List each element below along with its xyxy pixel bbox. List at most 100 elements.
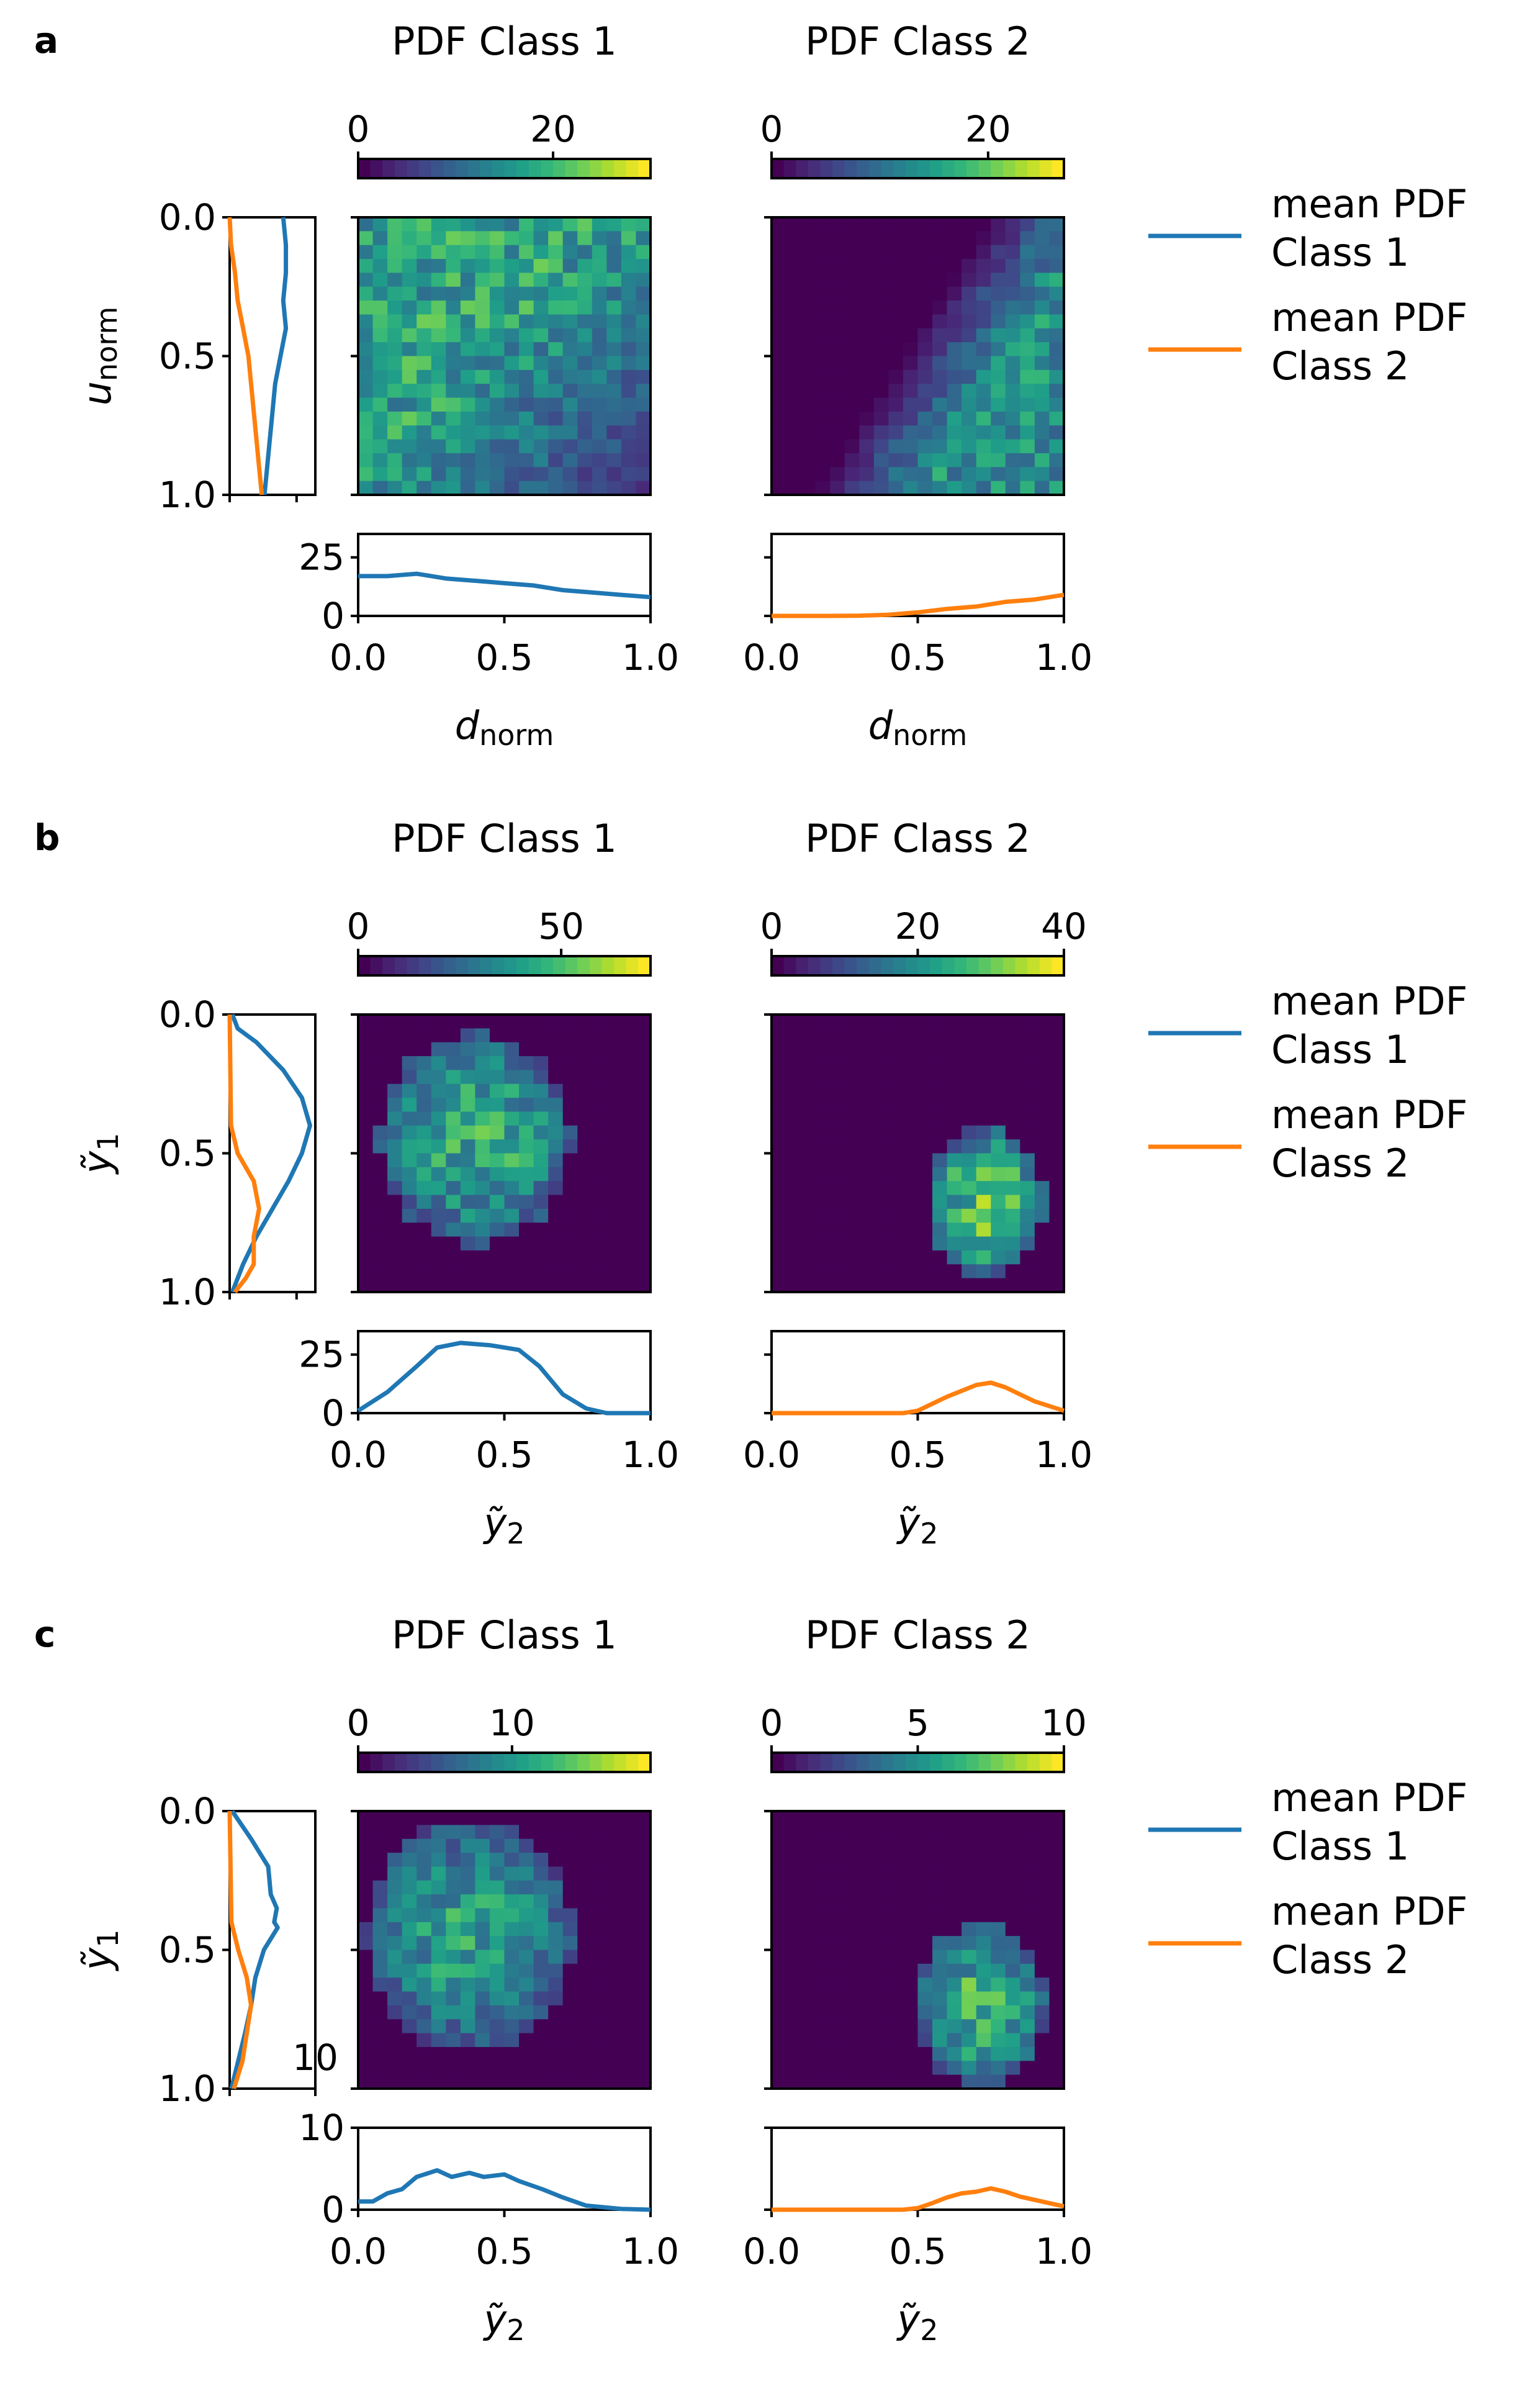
heatmap-cell bbox=[489, 1015, 505, 1029]
heatmap-cell bbox=[932, 1825, 948, 1840]
colorbar-gradient-segment bbox=[456, 956, 469, 975]
heatmap-cell bbox=[772, 1028, 787, 1043]
heatmap-cell bbox=[815, 1250, 831, 1265]
heatmap-cell bbox=[815, 1825, 831, 1840]
heatmap-cell bbox=[1020, 1950, 1035, 1964]
heatmap-cell bbox=[888, 328, 904, 343]
colorbar-gradient-segment bbox=[857, 159, 870, 178]
heatmap-cell bbox=[460, 425, 475, 440]
heatmap-cell bbox=[446, 1950, 461, 1964]
heatmap-cell bbox=[815, 2074, 831, 2089]
colorbar-gradient-segment bbox=[905, 1753, 919, 1772]
heatmap-cell bbox=[844, 425, 860, 440]
heatmap-cell bbox=[976, 1195, 991, 1209]
heatmap-cell bbox=[417, 1950, 432, 1964]
heatmap-cell bbox=[446, 1278, 461, 1293]
heatmap-cell bbox=[1034, 2005, 1050, 2020]
colorbar-gradient-segment bbox=[626, 956, 639, 975]
heatmap-cell bbox=[903, 397, 919, 412]
heatmap-cell bbox=[606, 1264, 622, 1279]
heatmap-cell bbox=[932, 1880, 948, 1895]
heatmap-cell bbox=[873, 1098, 889, 1113]
heatmap-cell bbox=[606, 314, 622, 329]
heatmap-cell bbox=[636, 2005, 651, 2020]
heatmap-cell bbox=[961, 1264, 977, 1279]
heatmap-cell bbox=[932, 1963, 948, 1978]
heatmap-cell bbox=[489, 1936, 505, 1951]
heatmap-cell bbox=[903, 1139, 919, 1154]
heatmap-cell bbox=[1049, 1936, 1065, 1951]
heatmap-cell bbox=[772, 2074, 787, 2089]
heatmap-cell bbox=[621, 1853, 637, 1867]
heatmap-cell bbox=[519, 1083, 534, 1098]
heatmap-cell bbox=[621, 1963, 637, 1978]
heatmap-cell bbox=[932, 1922, 948, 1937]
heatmap-cell bbox=[932, 231, 948, 246]
heatmap-cell bbox=[417, 273, 432, 287]
heatmap-cell bbox=[830, 273, 845, 287]
colorbar-gradient-segment bbox=[456, 159, 469, 178]
heatmap-cell bbox=[976, 1838, 991, 1853]
heatmap-cell bbox=[417, 1070, 432, 1085]
heatmap-cell bbox=[991, 1894, 1006, 1909]
y-tick-label: 0.0 bbox=[159, 196, 216, 238]
heatmap-cell bbox=[772, 1042, 787, 1057]
heatmap-cell bbox=[976, 397, 991, 412]
heatmap-cell bbox=[976, 1853, 991, 1867]
heatmap-cell bbox=[446, 231, 461, 246]
heatmap-cell bbox=[533, 453, 549, 468]
heatmap-cell bbox=[801, 1838, 816, 1853]
heatmap-cell bbox=[475, 1167, 490, 1182]
heatmap-cell bbox=[1034, 2074, 1050, 2089]
heatmap-cell bbox=[961, 369, 977, 384]
heatmap-cell bbox=[932, 1153, 948, 1168]
heatmap-cell bbox=[1034, 356, 1050, 371]
heatmap-cell bbox=[577, 1015, 593, 1029]
colorbar-tick-label: 20 bbox=[530, 108, 576, 150]
heatmap-cell bbox=[446, 411, 461, 426]
heatmap-cell bbox=[621, 217, 637, 232]
heatmap-cell bbox=[903, 1811, 919, 1825]
heatmap-cell bbox=[1049, 453, 1065, 468]
heatmap-cell bbox=[562, 1070, 578, 1085]
heatmap-cell bbox=[830, 1195, 845, 1209]
heatmap-cell bbox=[387, 314, 403, 329]
heatmap-cell bbox=[475, 1977, 490, 1992]
heatmap-cell bbox=[947, 1838, 962, 1853]
heatmap-cell bbox=[991, 1042, 1006, 1057]
heatmap-title-class1: PDF Class 1 bbox=[392, 19, 617, 64]
heatmap-cell bbox=[358, 1070, 374, 1085]
heatmap-cell bbox=[961, 397, 977, 412]
heatmap-cell bbox=[533, 369, 549, 384]
heatmap-cell bbox=[976, 2033, 991, 2048]
heatmap-cell bbox=[801, 1139, 816, 1154]
heatmap-cell bbox=[577, 453, 593, 468]
heatmap-cell bbox=[387, 411, 403, 426]
heatmap-cell bbox=[903, 1880, 919, 1895]
heatmap-cell bbox=[815, 1264, 831, 1279]
heatmap-cell bbox=[417, 1125, 432, 1140]
heatmap-cell bbox=[830, 301, 845, 315]
heatmap-cell bbox=[844, 1278, 860, 1293]
heatmap-cell bbox=[947, 1278, 962, 1293]
heatmap-cell bbox=[636, 1825, 651, 1840]
heatmap-cell bbox=[1005, 1264, 1020, 1279]
heatmap-cell bbox=[991, 328, 1006, 343]
heatmap-cell bbox=[873, 2019, 889, 2034]
heatmap-cell bbox=[1034, 2061, 1050, 2076]
heatmap-cell bbox=[917, 1208, 933, 1223]
heatmap-cell bbox=[636, 481, 651, 495]
heatmap-cell bbox=[947, 1028, 962, 1043]
colorbar-gradient-segment bbox=[869, 956, 882, 975]
heatmap-cell bbox=[903, 1825, 919, 1840]
heatmap-cell bbox=[1049, 2074, 1065, 2089]
heatmap-cell bbox=[903, 1195, 919, 1209]
colorbar-tick-label: 20 bbox=[895, 905, 941, 947]
heatmap-cell bbox=[961, 356, 977, 371]
heatmap-cell bbox=[1034, 1153, 1050, 1168]
heatmap-cell bbox=[932, 1028, 948, 1043]
heatmap-cell bbox=[460, 273, 475, 287]
heatmap-cell bbox=[903, 1894, 919, 1909]
heatmap-cell bbox=[592, 1167, 607, 1182]
heatmap-cell bbox=[519, 2033, 534, 2048]
